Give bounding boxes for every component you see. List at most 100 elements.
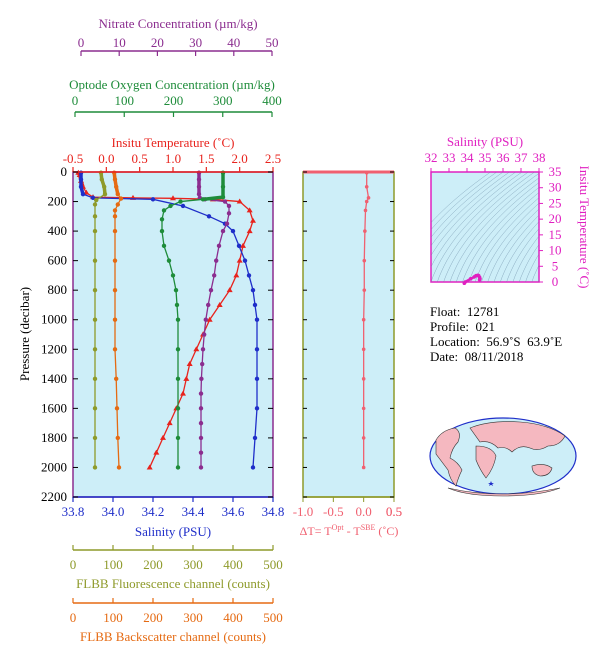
ts-temperature-axis-label: Insitu Temperature (˚C)	[577, 165, 592, 288]
ts-salinity-axis-label: Salinity (PSU)	[447, 134, 523, 149]
salinity-tick-label: 34.6	[222, 504, 245, 519]
series-point-5	[115, 202, 121, 207]
ts-contour	[455, 182, 539, 282]
series-point-1	[150, 197, 156, 202]
oxygen-tick-label: 0	[72, 93, 79, 108]
map-land-africa	[475, 445, 497, 479]
oxygen-tick-label: 100	[115, 93, 135, 108]
ts-sal-tick-label: 36	[497, 150, 511, 165]
pressure-tick-label: 600	[48, 253, 68, 268]
series-point-2	[196, 177, 202, 182]
nitrate-tick-label: 30	[189, 35, 202, 50]
pressure-tick-label: 800	[48, 282, 68, 297]
ts-temp-tick-label: 20	[549, 211, 562, 226]
series-point-5	[115, 435, 121, 441]
fluorescence-axis-label: FLBB Fluorescence channel (counts)	[76, 576, 270, 591]
series-point-3	[220, 194, 226, 200]
series-point-5	[118, 196, 124, 201]
temperature-point	[250, 217, 256, 223]
temperature-point	[146, 464, 153, 470]
salinity-tick-label: 34.0	[102, 504, 125, 519]
fluorescence-tick-label: 200	[143, 557, 163, 572]
series-point-1	[230, 228, 236, 234]
ts-point	[468, 277, 473, 281]
float-row: Float: 12781	[430, 304, 562, 319]
series-point-4	[92, 406, 98, 411]
series-point-2	[198, 406, 204, 411]
temperature-point	[206, 316, 213, 322]
ts-temp-tick-label: 30	[549, 180, 562, 195]
ts-contour	[431, 172, 497, 231]
delta-point	[361, 436, 366, 440]
main-panel-background	[72, 171, 274, 498]
pressure-tick-label: 1000	[41, 312, 67, 327]
delta-label-sup1: Opt	[332, 523, 345, 532]
ts-contour	[431, 172, 529, 282]
series-point-1	[80, 191, 86, 197]
series-point-2	[226, 211, 232, 216]
series-point-4	[92, 202, 98, 207]
pressure-axis-label: Pressure (decibar)	[17, 287, 32, 381]
series-point-2	[198, 391, 204, 396]
series-point-1	[242, 258, 248, 263]
series-point-4	[92, 376, 98, 382]
series-point-5	[112, 208, 118, 213]
temperature-tick-label: 2.5	[265, 151, 281, 166]
location-value: 56.9˚S 63.9˚E	[486, 334, 563, 349]
ts-contour	[512, 235, 539, 282]
series-point-4	[102, 184, 107, 189]
delta-panel-background	[302, 171, 395, 498]
ts-temp-tick-label: 10	[549, 243, 562, 258]
date-value: 08/11/2018	[464, 349, 524, 364]
delta-point	[363, 229, 367, 233]
series-point-2	[224, 221, 230, 226]
delta-series-group	[361, 170, 371, 470]
series-point-3	[200, 197, 206, 202]
temperature-tick-label: 1.0	[165, 151, 181, 166]
series-point-2	[203, 317, 208, 322]
series-point-3	[175, 406, 181, 411]
ts-sal-tick-label: 37	[515, 150, 529, 165]
map-land-australia	[531, 464, 553, 477]
series-point-5	[112, 317, 118, 322]
series-point-2	[222, 199, 228, 204]
delta-tick-label: 0.5	[386, 504, 402, 519]
series-point-1	[78, 184, 84, 189]
series-point-5	[112, 228, 118, 234]
temperature-tick-label: -0.5	[63, 151, 84, 166]
profile-label: Profile:	[430, 319, 469, 334]
backscatter-axis-label: FLBB Backscatter channel (counts)	[80, 629, 266, 644]
delta-label-suffix: (˚C)	[375, 524, 398, 538]
date-label: Date:	[430, 349, 459, 364]
series-point-3	[175, 376, 181, 382]
temperature-point	[246, 207, 253, 213]
map-land-americas	[435, 427, 463, 487]
series-point-1	[246, 273, 252, 278]
salinity-axis-label: Salinity (PSU)	[135, 524, 211, 539]
series-surface-5	[112, 172, 120, 195]
series-point-2	[200, 347, 206, 352]
series-point-1	[254, 347, 260, 352]
series-point-2	[202, 332, 207, 337]
oxygen-tick-label: 300	[213, 93, 233, 108]
series-point-1	[254, 317, 260, 322]
ts-temp-tick-label: 25	[549, 195, 562, 210]
temperature-axis-label: Insitu Temperature (˚C)	[111, 135, 234, 150]
ts-panel-background	[430, 171, 540, 283]
delta-tick-label: 0.0	[356, 504, 372, 519]
temperature-tick-label: 0.0	[98, 151, 114, 166]
series-point-5	[114, 184, 119, 189]
series-point-2	[196, 191, 202, 197]
ts-contour	[531, 264, 539, 282]
series-point-5	[112, 347, 118, 352]
temperature-tick-label: 0.5	[132, 151, 148, 166]
profile-value: 021	[475, 319, 496, 334]
ts-contour	[481, 202, 539, 282]
series-point-3	[175, 435, 181, 441]
pressure-tick-label: 2000	[41, 459, 67, 474]
delta-point	[364, 184, 369, 189]
delta-tick-label: -1.0	[293, 504, 314, 519]
temperature-point	[246, 228, 253, 234]
delta-tick-label: -0.5	[323, 504, 344, 519]
ts-series-group	[462, 273, 482, 286]
